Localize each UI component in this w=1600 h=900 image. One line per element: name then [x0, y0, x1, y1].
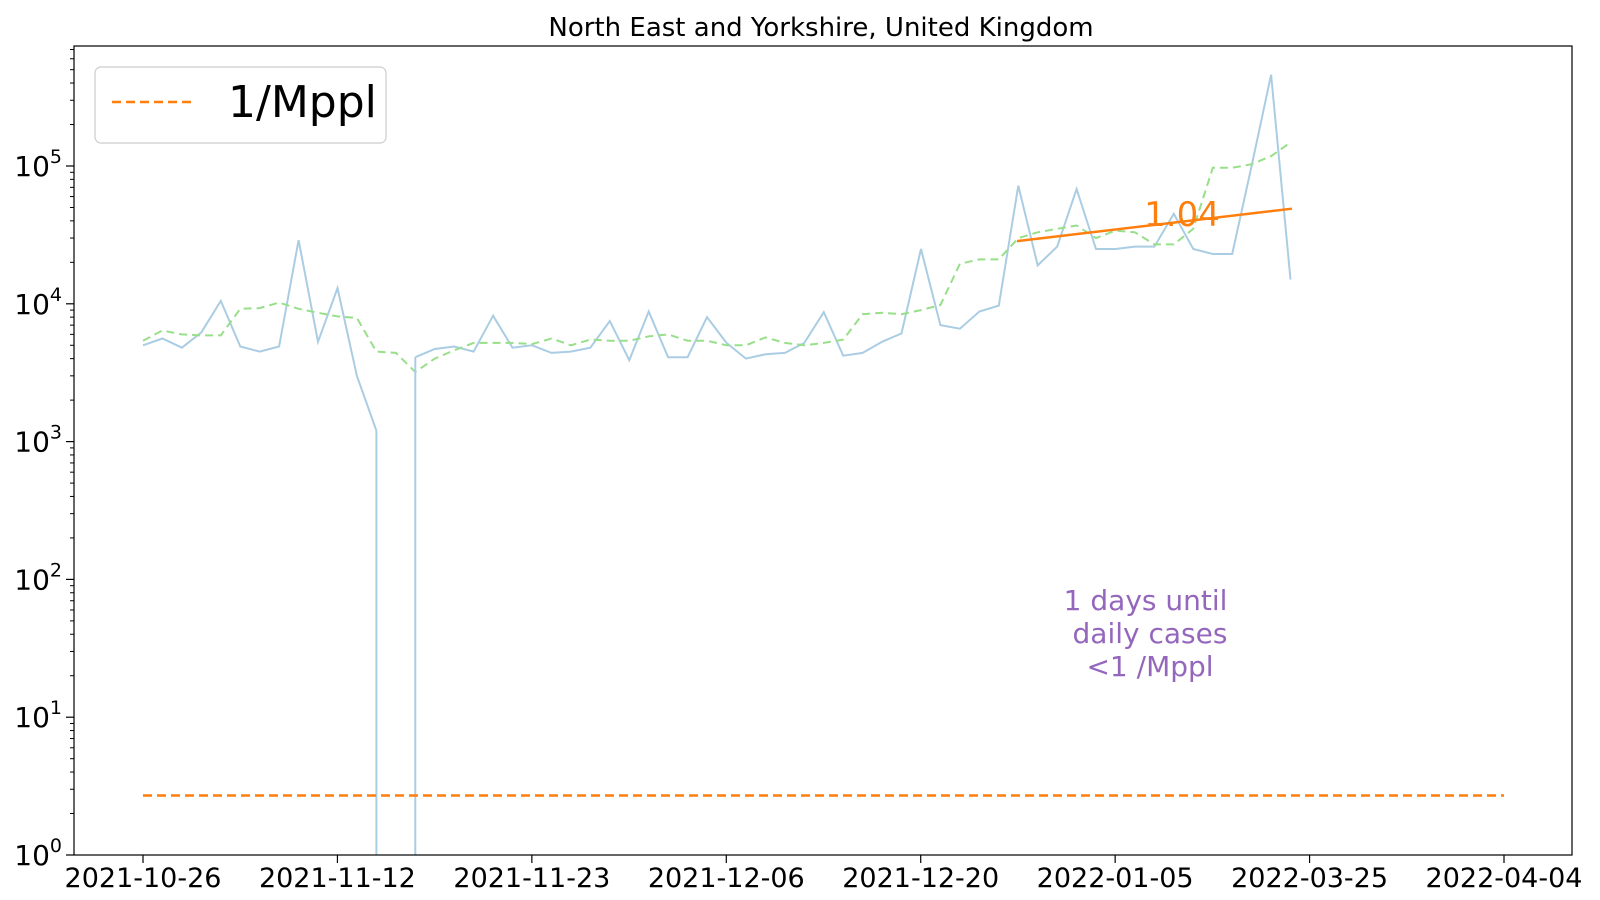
legend: 1/Mppl — [94, 66, 387, 144]
y-tick-exponent: 0 — [50, 835, 62, 857]
chart-title: North East and Yorkshire, United Kingdom — [548, 13, 1093, 43]
y-tick-exponent: 5 — [50, 146, 62, 168]
legend-threshold-label: 1/Mppl — [228, 77, 377, 128]
y-tick-label: 102 — [14, 559, 62, 596]
series-line-daily — [142, 74, 1292, 432]
y-tick-label: 101 — [14, 697, 62, 734]
y-tick-label: 100 — [14, 835, 62, 872]
x-tick-label: 2021-11-23 — [453, 863, 610, 894]
y-tick-base: 10 — [14, 563, 50, 596]
y-tick-label: 103 — [14, 422, 62, 459]
x-tick-label: 2022-03-25 — [1231, 863, 1388, 894]
y-tick-base: 10 — [14, 288, 50, 321]
x-tick-label: 2021-12-20 — [842, 863, 999, 894]
annotation-line-2: daily cases — [1064, 617, 1228, 650]
x-tick-label: 2021-11-12 — [259, 863, 416, 894]
y-tick-base: 10 — [14, 701, 50, 734]
annotation-line-1: 1 days until — [1064, 584, 1228, 617]
x-tick-label: 2022-01-05 — [1037, 863, 1194, 894]
y-tick-exponent: 4 — [50, 284, 62, 306]
y-tick-exponent: 2 — [50, 559, 62, 581]
y-tick-label: 105 — [14, 146, 62, 183]
annotation-text: 1 days until daily cases <1 /Mppl — [1064, 584, 1237, 683]
plot-frame — [73, 45, 1573, 856]
y-tick-exponent: 3 — [50, 422, 62, 444]
x-tick-label: 2021-12-06 — [648, 863, 805, 894]
y-tick-base: 10 — [14, 426, 50, 459]
series-line-average — [142, 141, 1292, 374]
annotation-line-3: <1 /Mppl — [1086, 650, 1213, 683]
fit-line — [1016, 207, 1293, 243]
y-tick-label: 104 — [14, 284, 62, 321]
y-tick-base: 10 — [14, 839, 50, 872]
y-tick-base: 10 — [14, 150, 50, 183]
x-tick-label: 2021-10-26 — [65, 863, 222, 894]
x-tick-label: 2022-04-04 — [1426, 863, 1583, 894]
growth-rate-label: 1.04 — [1144, 195, 1220, 235]
legend-box — [94, 66, 387, 144]
y-tick-exponent: 1 — [50, 697, 62, 719]
